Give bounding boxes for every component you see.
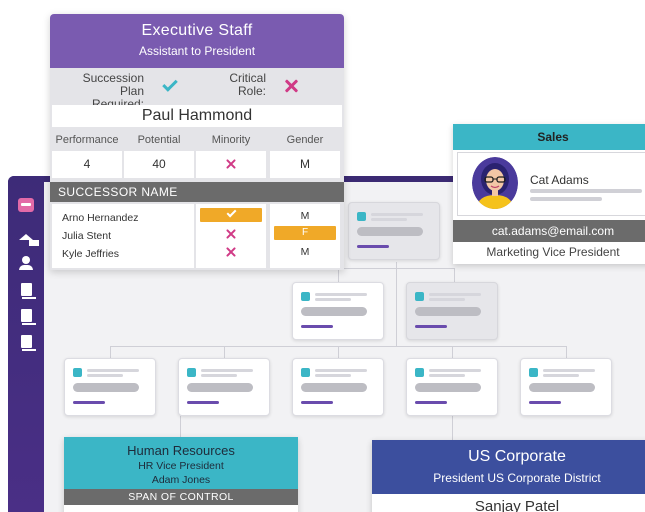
connector-line: [180, 416, 181, 438]
us-card-title: US Corporate: [468, 448, 566, 465]
profile-name: Cat Adams: [530, 173, 589, 187]
connector-line: [566, 346, 567, 358]
successor-gender: M: [300, 210, 310, 222]
hr-card-role: HR Vice President: [138, 460, 224, 472]
org-card-placeholder[interactable]: [292, 358, 384, 416]
not-ready-x-icon: [226, 229, 236, 239]
org-card-placeholder[interactable]: [292, 282, 384, 340]
metric-gender: M: [270, 151, 340, 178]
user-icon[interactable]: [18, 256, 34, 270]
exec-card-subtitle: Assistant to President: [138, 44, 256, 58]
exec-card-title: Executive Staff: [141, 22, 253, 39]
metric-header-minority: Minority: [211, 134, 251, 146]
placeholder-line: [530, 197, 602, 201]
us-card-name: Sanjay Patel: [474, 498, 560, 512]
successor-names: Arno Hernandez Julia Stent Kyle Jeffries: [52, 204, 194, 268]
critical-role-x-icon: [284, 79, 298, 93]
app-sidebar: [8, 176, 44, 512]
successor-name[interactable]: Kyle Jeffries: [62, 248, 119, 260]
gender-badge: F: [274, 226, 336, 240]
connector-line: [396, 262, 397, 346]
list-icon[interactable]: [18, 334, 36, 351]
successor-gender: M: [300, 246, 310, 258]
connector-line: [338, 346, 339, 358]
org-card-placeholder[interactable]: [520, 358, 612, 416]
org-card-placeholder[interactable]: [64, 358, 156, 416]
exec-card-body: Succession Plan Required: Critical Role:…: [50, 68, 344, 270]
us-corporate-card[interactable]: US Corporate President US Corporate Dist…: [372, 440, 645, 512]
metric-header-gender: Gender: [286, 134, 324, 146]
placeholder-line: [530, 189, 642, 193]
successor-name[interactable]: Julia Stent: [62, 230, 112, 242]
minority-x-icon: [226, 159, 236, 169]
metric-header-potential: Potential: [137, 134, 181, 146]
org-card-placeholder[interactable]: [178, 358, 270, 416]
connector-line: [110, 346, 111, 358]
connector-line: [338, 268, 454, 269]
metric-performance: 4: [52, 151, 122, 178]
sales-card-body: Cat Adams: [457, 152, 645, 216]
connector-line: [452, 346, 453, 358]
ready-check-icon: [226, 207, 237, 218]
connector-line: [338, 268, 339, 282]
successor-name[interactable]: Arno Hernandez: [62, 212, 139, 224]
us-card-subtitle: President US Corporate District: [433, 471, 601, 485]
executive-staff-card[interactable]: Executive Staff Assistant to President S…: [50, 14, 344, 270]
connector-line: [454, 268, 455, 282]
org-card-placeholder[interactable]: [406, 358, 498, 416]
metric-potential: 40: [124, 151, 194, 178]
human-resources-card[interactable]: Human Resources HR Vice President Adam J…: [64, 437, 298, 512]
hr-card-header: Human Resources HR Vice President Adam J…: [64, 437, 298, 489]
sales-profile-card[interactable]: Sales Cat Adams cat.adams@email.com Mark…: [453, 124, 645, 264]
app-logo-icon[interactable]: [18, 198, 34, 212]
connector-line: [224, 346, 225, 358]
ready-badge: [200, 207, 262, 222]
org-card-placeholder[interactable]: [406, 282, 498, 340]
metric-header-performance: Performance: [55, 134, 119, 146]
exec-card-header: Executive Staff Assistant to President: [50, 14, 344, 68]
profile-email[interactable]: cat.adams@email.com: [453, 220, 645, 242]
home-icon[interactable]: [18, 230, 39, 246]
profile-role: Marketing Vice President: [486, 245, 620, 259]
avatar: [472, 157, 518, 209]
successor-gender-column: M F M: [270, 204, 340, 268]
not-ready-x-icon: [226, 247, 236, 257]
connector-line: [452, 416, 453, 440]
hr-card-name: Adam Jones: [151, 474, 211, 486]
hr-card-title: Human Resources: [127, 443, 235, 458]
critical-role-label: Critical Role:: [229, 71, 266, 98]
employee-name: Paul Hammond: [52, 105, 342, 127]
flag-row: Succession Plan Required: Critical Role:: [50, 68, 344, 111]
document-icon[interactable]: [18, 282, 36, 299]
succession-check-icon: [162, 76, 178, 92]
clipboard-icon[interactable]: [18, 308, 36, 325]
metric-minority: [196, 151, 266, 178]
span-of-control-bar: SPAN OF CONTROL: [64, 489, 298, 505]
sales-card-header: Sales: [453, 124, 645, 150]
org-card-placeholder[interactable]: [348, 202, 440, 260]
us-card-header: US Corporate President US Corporate Dist…: [372, 440, 645, 494]
successor-name-header: SUCCESSOR NAME: [50, 182, 344, 202]
successor-ready-column: [196, 204, 266, 268]
successor-gender: F: [301, 227, 309, 238]
